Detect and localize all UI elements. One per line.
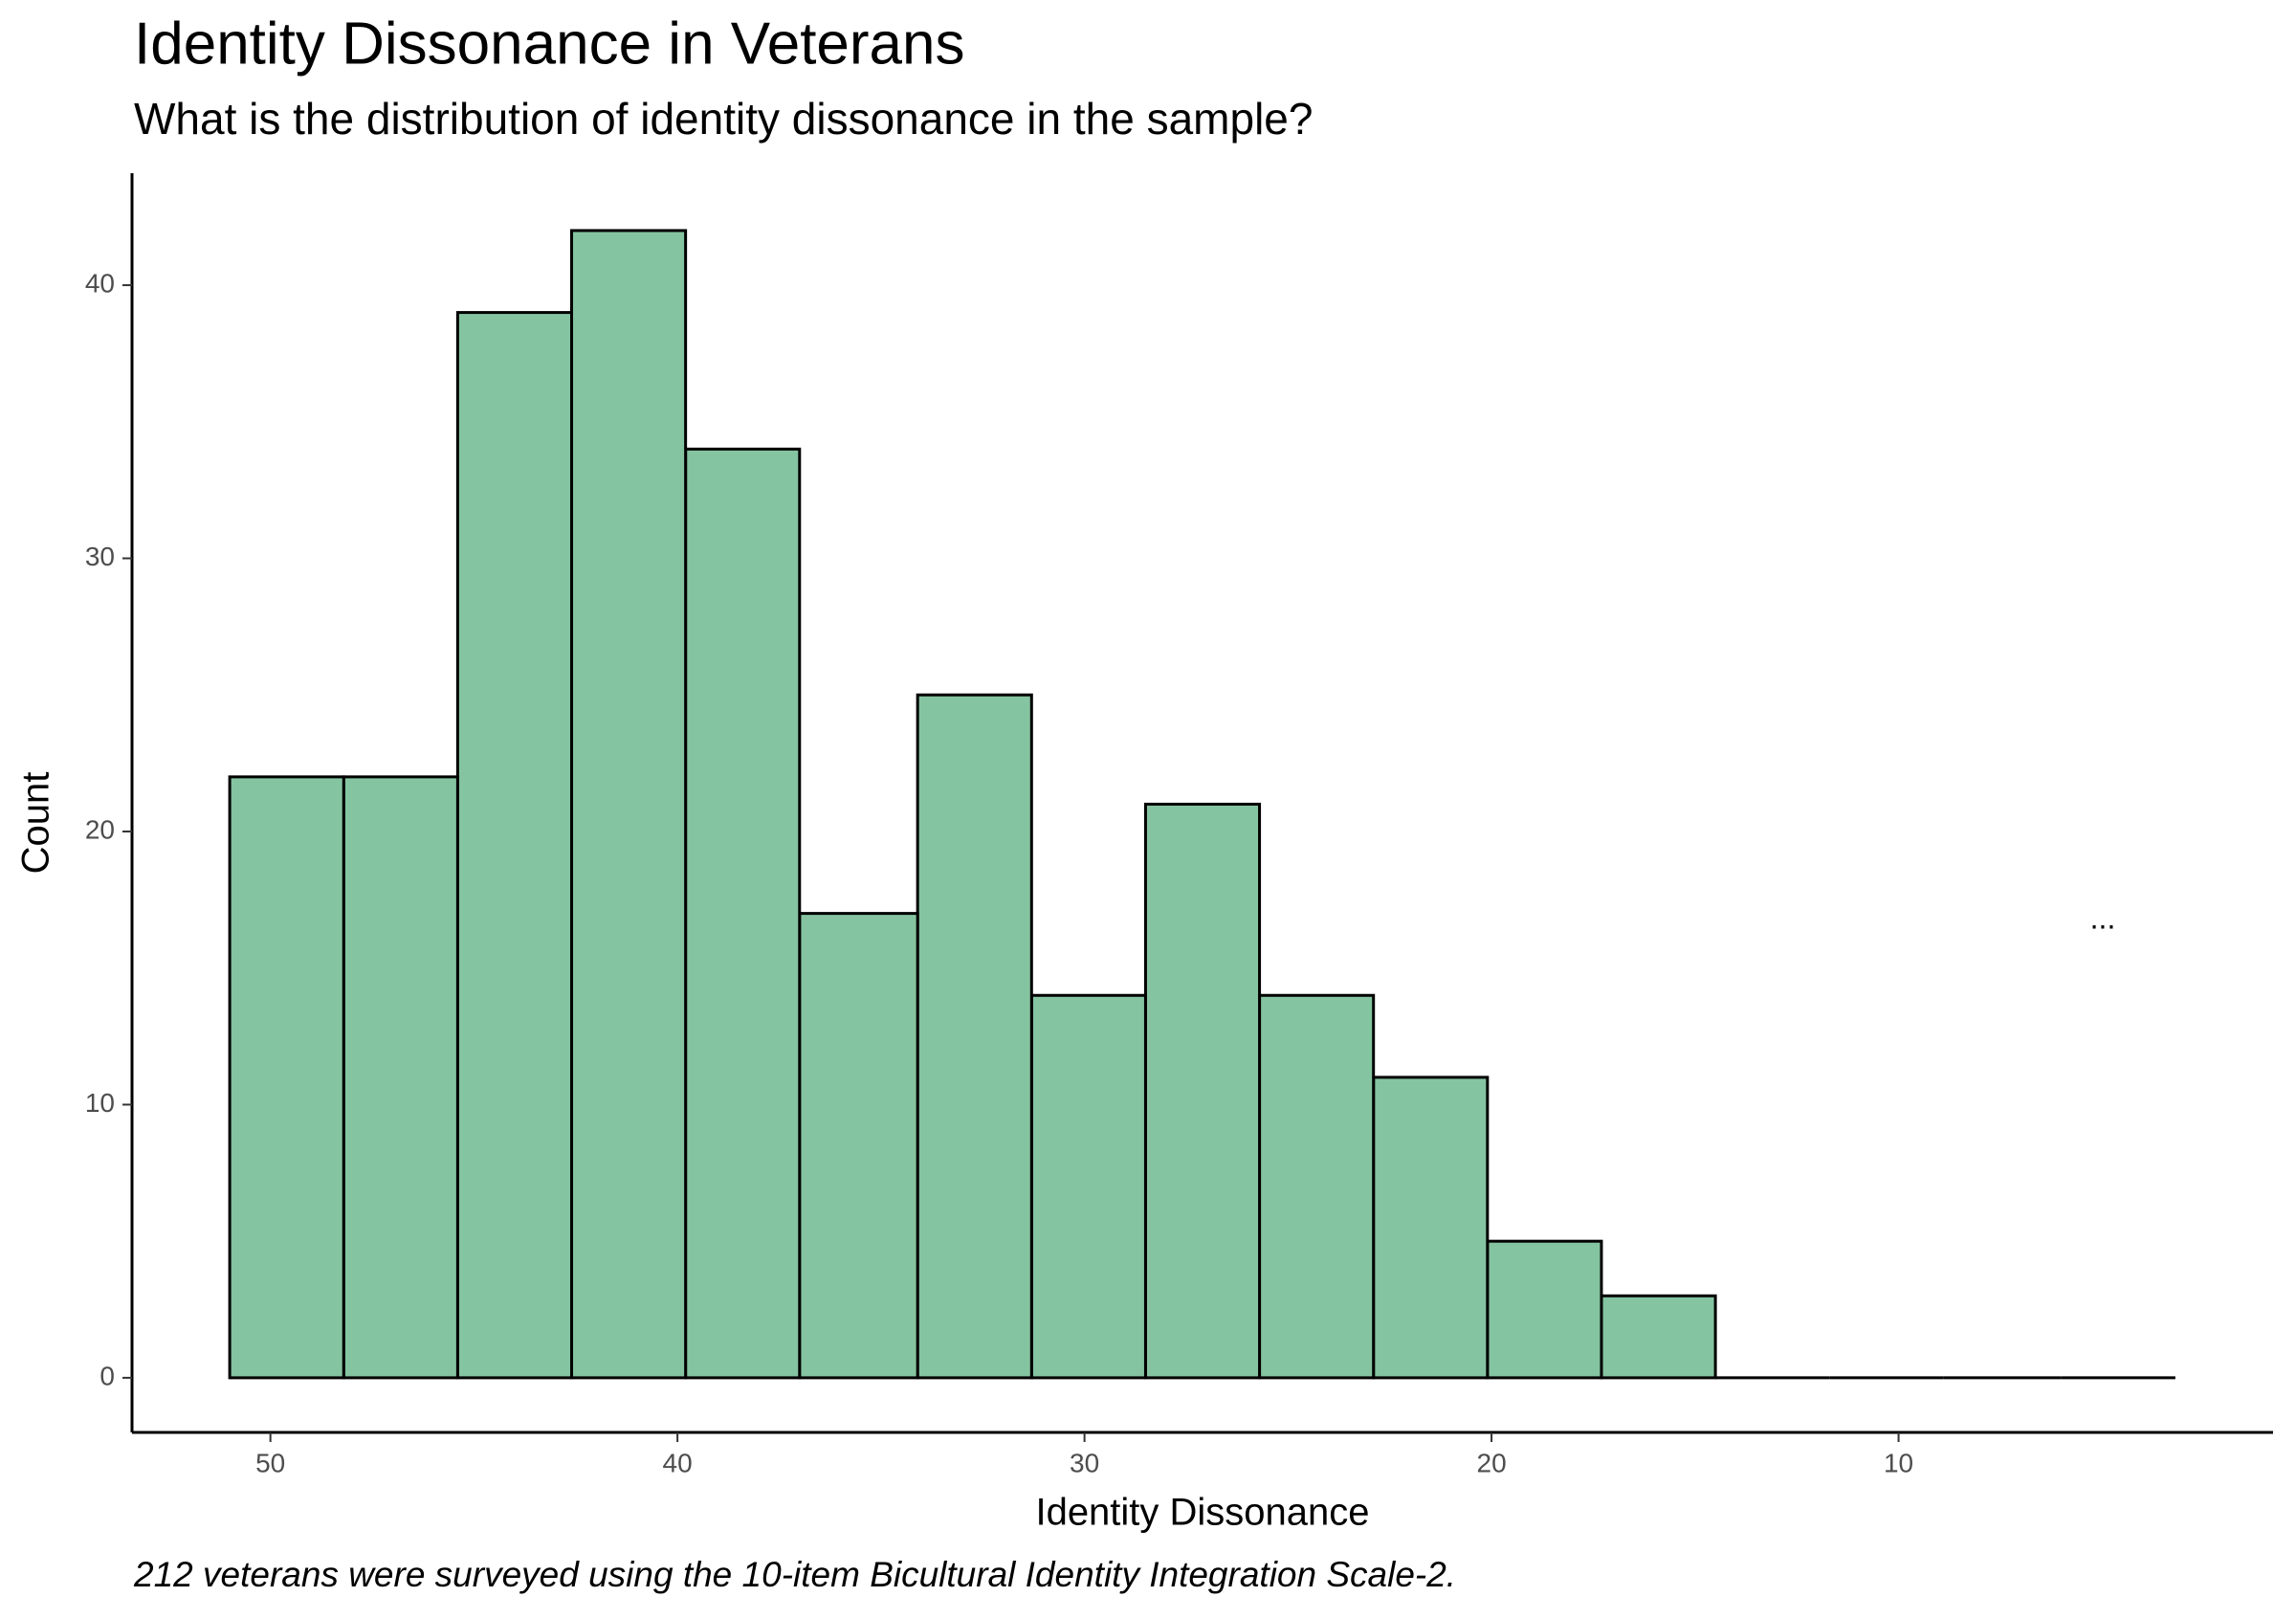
caption: 212 veterans were surveyed using the 10-… bbox=[133, 1555, 1456, 1594]
x-tick-label: 50 bbox=[255, 1448, 285, 1477]
y-tick-label: 30 bbox=[85, 542, 115, 571]
y-tick-label: 0 bbox=[99, 1361, 115, 1390]
y-axis-title: Count bbox=[15, 772, 57, 875]
y-tick-label: 40 bbox=[85, 268, 115, 298]
x-tick-label: 10 bbox=[1884, 1448, 1913, 1477]
bar bbox=[684, 447, 802, 1380]
x-tick-label: 30 bbox=[1070, 1448, 1099, 1477]
y-tick-label: 10 bbox=[85, 1088, 115, 1118]
bar bbox=[916, 693, 1033, 1380]
bar bbox=[1258, 993, 1376, 1380]
bar bbox=[228, 775, 345, 1380]
bar bbox=[570, 229, 688, 1380]
bar bbox=[1600, 1294, 1717, 1380]
bar bbox=[1372, 1076, 1490, 1380]
bar bbox=[342, 775, 459, 1380]
bar bbox=[455, 311, 574, 1380]
y-tick-label: 20 bbox=[85, 814, 115, 844]
chart-title: Identity Dissonance in Veterans bbox=[134, 11, 965, 77]
bar bbox=[1029, 993, 1147, 1380]
x-axis-title: Identity Dissonance bbox=[1035, 1492, 1369, 1534]
x-tick-label: 20 bbox=[1477, 1448, 1507, 1477]
annotation: ... bbox=[2090, 900, 2116, 935]
bar bbox=[798, 912, 919, 1380]
chart-subtitle: What is the distribution of identity dis… bbox=[134, 94, 1313, 144]
bar bbox=[1486, 1239, 1603, 1380]
x-tick-label: 40 bbox=[663, 1448, 693, 1477]
bar bbox=[1143, 802, 1262, 1380]
